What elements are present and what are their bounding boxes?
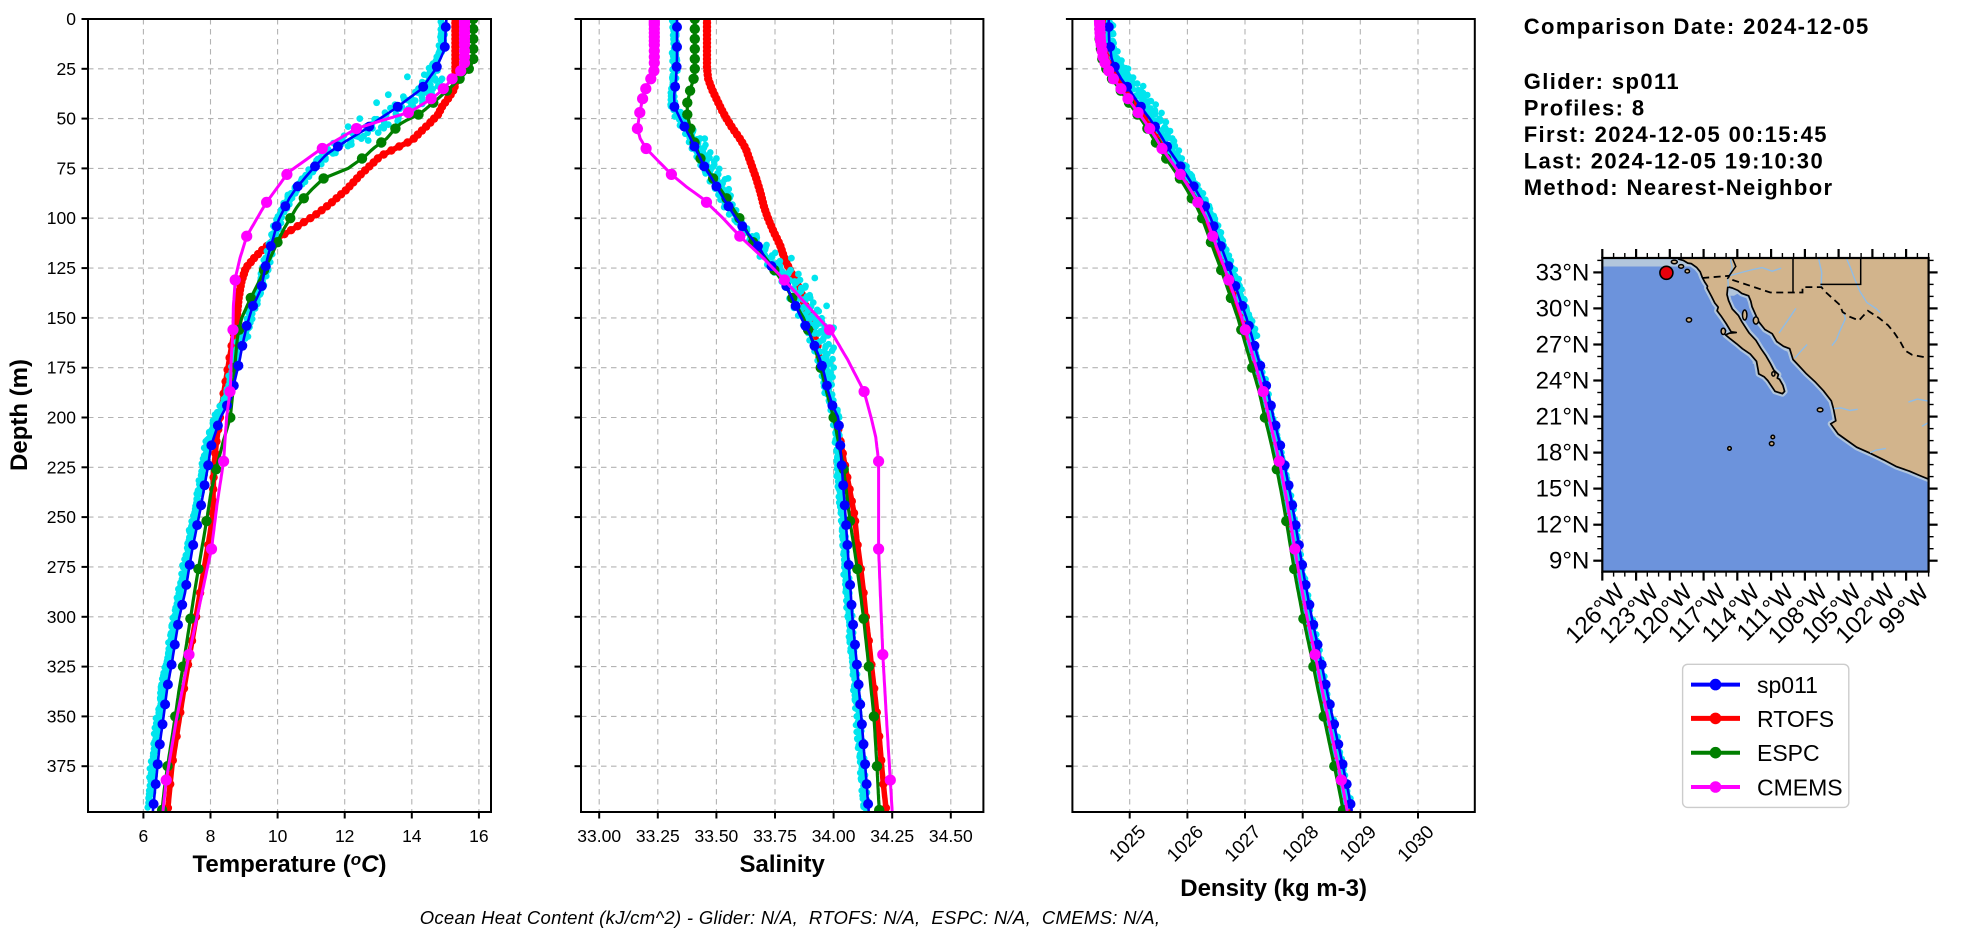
svg-text:100: 100 bbox=[47, 208, 76, 228]
svg-text:34.00: 34.00 bbox=[812, 826, 856, 846]
svg-text:Profiles: 8: Profiles: 8 bbox=[1524, 96, 1646, 121]
svg-text:16: 16 bbox=[469, 826, 488, 846]
svg-text:50: 50 bbox=[57, 109, 77, 129]
svg-text:10: 10 bbox=[268, 826, 288, 846]
svg-text:Glider: sp011: Glider: sp011 bbox=[1524, 69, 1680, 94]
svg-text:RTOFS: RTOFS bbox=[1757, 706, 1834, 732]
svg-text:27°N: 27°N bbox=[1536, 332, 1590, 359]
svg-text:33.75: 33.75 bbox=[753, 826, 797, 846]
svg-text:375: 375 bbox=[47, 756, 76, 776]
svg-text:33.50: 33.50 bbox=[695, 826, 739, 846]
svg-text:175: 175 bbox=[47, 358, 76, 378]
svg-text:30°N: 30°N bbox=[1536, 295, 1590, 322]
svg-text:350: 350 bbox=[47, 706, 76, 726]
svg-text:21°N: 21°N bbox=[1536, 404, 1590, 431]
svg-text:Last: 2024-12-05 19:10:30: Last: 2024-12-05 19:10:30 bbox=[1524, 149, 1824, 174]
svg-text:300: 300 bbox=[47, 607, 76, 627]
svg-text:14: 14 bbox=[402, 826, 422, 846]
svg-text:8: 8 bbox=[206, 826, 216, 846]
svg-text:34.50: 34.50 bbox=[929, 826, 973, 846]
svg-text:75: 75 bbox=[57, 158, 76, 178]
svg-text:6: 6 bbox=[139, 826, 149, 846]
svg-text:9°N: 9°N bbox=[1549, 548, 1589, 575]
svg-text:Density (kg m-3): Density (kg m-3) bbox=[1180, 875, 1367, 902]
svg-text:150: 150 bbox=[47, 308, 76, 328]
svg-text:250: 250 bbox=[47, 507, 76, 527]
svg-text:12: 12 bbox=[335, 826, 354, 846]
svg-text:0: 0 bbox=[66, 9, 76, 29]
svg-text:33°N: 33°N bbox=[1536, 259, 1590, 286]
svg-text:225: 225 bbox=[47, 457, 76, 477]
svg-text:33.25: 33.25 bbox=[636, 826, 680, 846]
svg-text:Method: Nearest-Neighbor: Method: Nearest-Neighbor bbox=[1524, 175, 1834, 200]
svg-text:24°N: 24°N bbox=[1536, 368, 1590, 395]
svg-text:Depth (m): Depth (m) bbox=[6, 359, 33, 471]
svg-text:125: 125 bbox=[47, 258, 76, 278]
svg-text:12°N: 12°N bbox=[1536, 512, 1590, 539]
svg-text:34.25: 34.25 bbox=[870, 826, 914, 846]
svg-text:Salinity: Salinity bbox=[740, 851, 826, 878]
svg-text:15°N: 15°N bbox=[1536, 476, 1590, 503]
svg-text:Ocean Heat Content (kJ/cm^2) -: Ocean Heat Content (kJ/cm^2) - Glider: N… bbox=[420, 907, 1161, 928]
svg-text:sp011: sp011 bbox=[1757, 672, 1818, 698]
svg-text:First: 2024-12-05 00:15:45: First: 2024-12-05 00:15:45 bbox=[1524, 122, 1828, 147]
svg-text:25: 25 bbox=[57, 59, 76, 79]
svg-text:CMEMS: CMEMS bbox=[1757, 775, 1843, 801]
svg-text:275: 275 bbox=[47, 557, 76, 577]
svg-text:325: 325 bbox=[47, 657, 76, 677]
svg-text:Comparison Date: 2024-12-05: Comparison Date: 2024-12-05 bbox=[1524, 14, 1870, 39]
svg-text:ESPC: ESPC bbox=[1757, 740, 1820, 766]
svg-text:18°N: 18°N bbox=[1536, 440, 1590, 467]
svg-text:200: 200 bbox=[47, 408, 76, 428]
svg-text:33.00: 33.00 bbox=[577, 826, 621, 846]
